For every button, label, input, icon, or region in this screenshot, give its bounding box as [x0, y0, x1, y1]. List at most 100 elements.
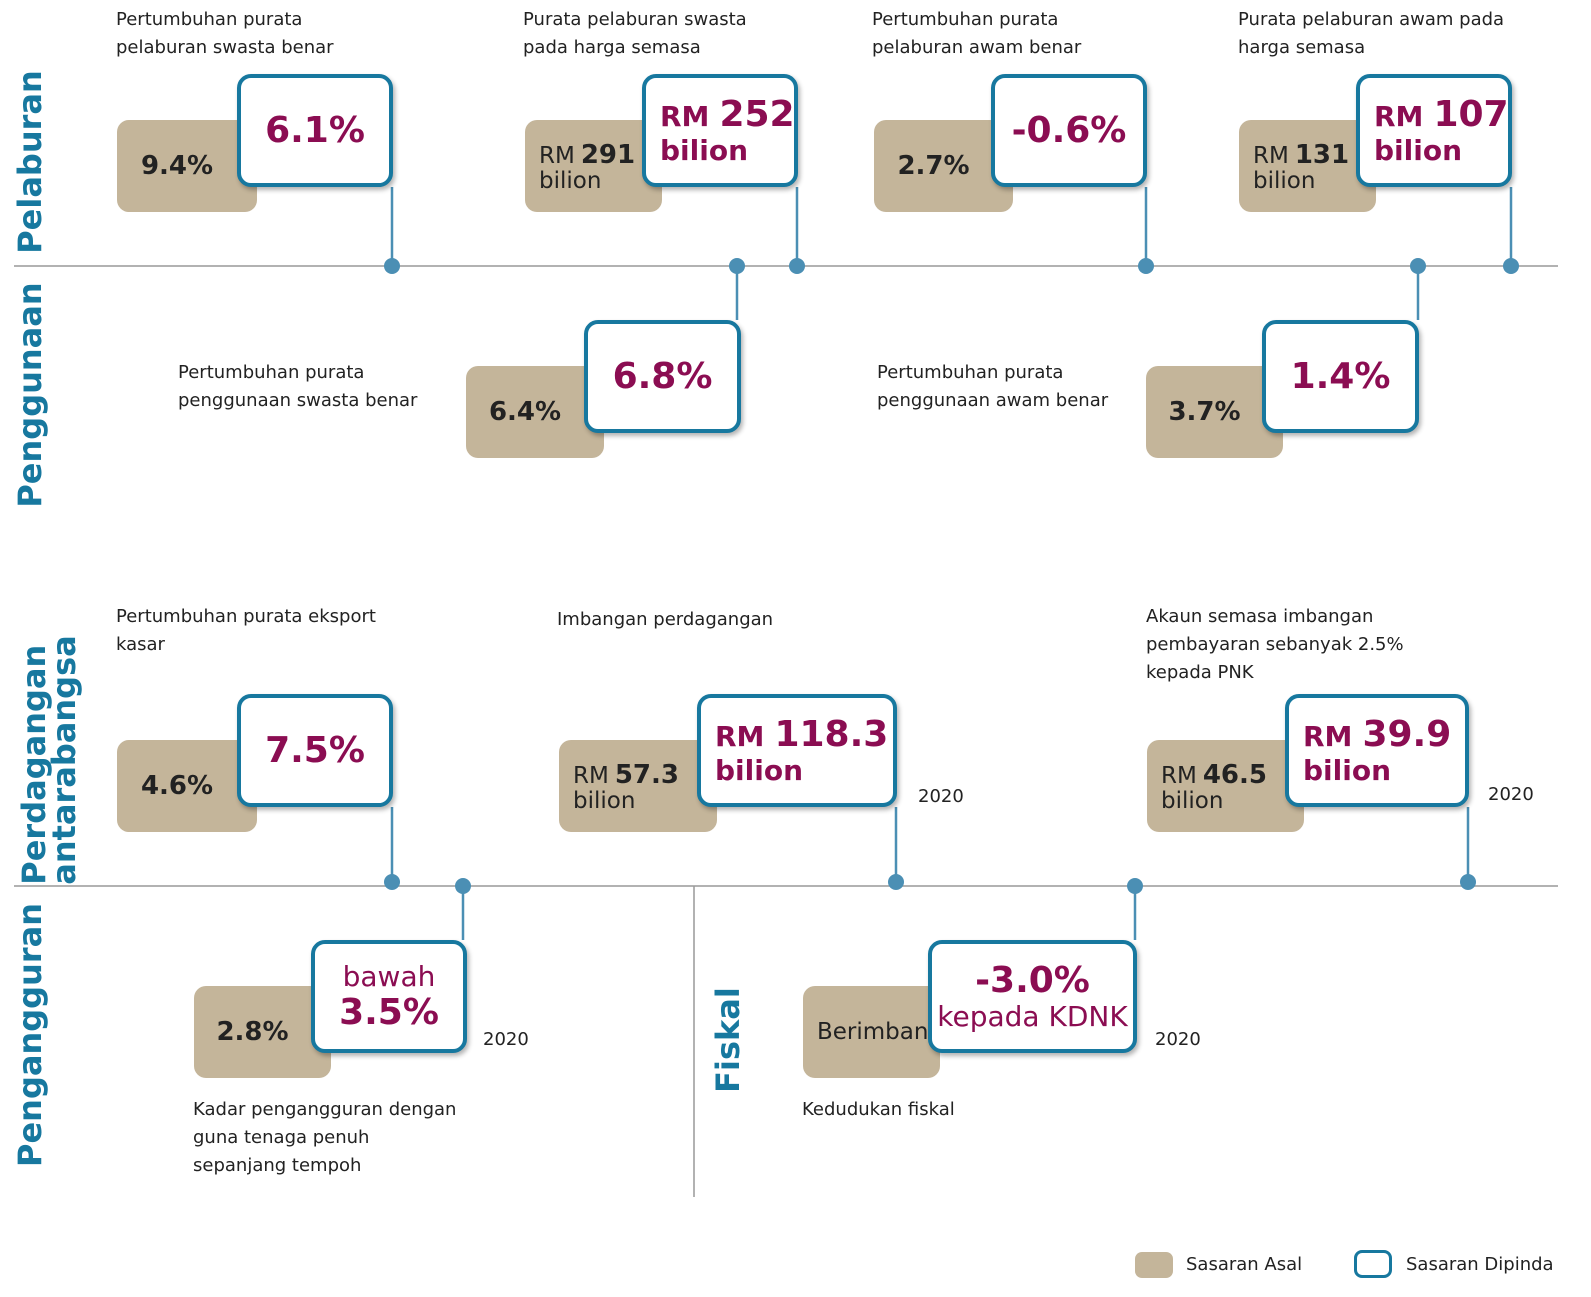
revised-value: 3.5%: [339, 991, 439, 1033]
original-value: 9.4%: [140, 151, 214, 181]
revised-target: 6.8%: [584, 320, 741, 433]
connector-dot: [384, 874, 400, 890]
caption-line: Pertumbuhan purata eksport: [116, 606, 376, 627]
original-value: 46.5: [1202, 760, 1267, 790]
caption-line: Purata pelaburan swasta: [523, 9, 747, 30]
revised-line: RM 39.9: [1303, 713, 1452, 755]
revised-value: 39.9: [1362, 713, 1452, 755]
original-line: 3.7%: [1168, 397, 1240, 427]
original-suffix: bilion: [1253, 168, 1316, 194]
connector-dot: [888, 874, 904, 890]
original-value: 2.7%: [897, 151, 970, 181]
revised-line: 1.4%: [1291, 356, 1391, 397]
original-line: RM 131: [1253, 140, 1376, 170]
original-line: RM 46.5: [1161, 760, 1304, 790]
caption: Pertumbuhan purata eksport kasar: [116, 603, 376, 659]
section-label: Perdagangan antarabangsa: [15, 635, 83, 884]
revised-value: -3.0%: [975, 959, 1090, 1001]
revised-value: 6.1%: [265, 109, 365, 151]
legend-swatch: [1135, 1252, 1173, 1278]
revised-line: 6.1%: [265, 109, 365, 151]
caption: Imbangan perdagangan: [557, 606, 773, 634]
caption-line: Pertumbuhan purata: [116, 9, 303, 30]
section-label-line: Pelaburan: [11, 70, 49, 254]
revised-suffix: bilion: [715, 753, 804, 787]
revised-target: 7.5%: [237, 694, 393, 807]
original-prefix: RM: [1253, 143, 1289, 169]
caption-line: Pertumbuhan purata: [178, 362, 365, 383]
caption-line: kepada PNK: [1146, 662, 1254, 683]
revised-prefix: RM: [1303, 719, 1353, 753]
caption-line: pelaburan swasta benar: [116, 37, 334, 58]
caption: Pertumbuhan purata penggunaan awam benar: [877, 359, 1108, 415]
connector-dot: [384, 258, 400, 274]
connector-dot: [455, 878, 471, 894]
original-line: RM 291: [539, 140, 662, 170]
revised-value: -0.6%: [1011, 109, 1127, 151]
caption-line: Pertumbuhan purata: [877, 362, 1064, 383]
caption: Pertumbuhan purata pelaburan swasta benar: [116, 6, 334, 62]
connector-dot: [1503, 258, 1519, 274]
original-prefix: RM: [539, 143, 575, 169]
section-label: Fiskal: [709, 987, 747, 1093]
revised-line: RM 118.3: [715, 714, 888, 755]
year: 2020: [1155, 1029, 1201, 1050]
original-target: 4.6%: [117, 740, 257, 832]
original-line: 2.7%: [897, 151, 969, 181]
caption: Pertumbuhan purata pelaburan awam benar: [872, 6, 1081, 62]
caption-line: harga semasa: [1238, 37, 1366, 58]
original-value: 57.3: [614, 760, 679, 790]
caption: Pertumbuhan purata penggunaan swasta bena…: [178, 359, 417, 415]
caption: Purata pelaburan awam pada harga semasa: [1238, 6, 1504, 62]
original-text: Berimbang: [817, 1019, 944, 1045]
revised-target: RM 107 bilion: [1356, 74, 1512, 187]
revised-target: RM 39.9 bilion: [1285, 694, 1469, 807]
caption: Kadar pengangguran dengan guna tenaga pen…: [193, 1096, 456, 1180]
original-target: Berimbang: [803, 986, 944, 1078]
caption-line: kasar: [116, 634, 165, 655]
original-value: 131: [1294, 140, 1350, 170]
revised-value: 252: [719, 93, 795, 135]
revised-line: RM 107: [1374, 93, 1509, 135]
revised-target: -0.6%: [991, 74, 1147, 187]
original-suffix: bilion: [573, 788, 636, 814]
connector-dot: [729, 258, 745, 274]
revised-value: 6.8%: [612, 355, 713, 397]
original-prefix: RM: [573, 763, 609, 789]
section-label: Penggunaan: [11, 282, 49, 508]
caption-line: Akaun semasa imbangan: [1146, 606, 1374, 627]
caption-line: sepanjang tempoh: [193, 1155, 362, 1176]
original-value: 2.8%: [216, 1017, 289, 1047]
revised-line: 7.5%: [265, 729, 365, 771]
original-line: 9.4%: [141, 151, 213, 181]
original-line: 6.4%: [489, 397, 561, 427]
year: 2020: [483, 1029, 529, 1050]
section-label: Pengangguran: [11, 903, 49, 1167]
caption: Purata pelaburan swasta pada harga semasa: [523, 6, 747, 62]
revised-line: -0.6%: [1011, 109, 1127, 151]
section-label-line: Penggunaan: [11, 282, 49, 508]
original-target: 2.8%: [194, 986, 331, 1078]
original-line: RM 57.3: [573, 760, 717, 790]
revised-target: RM 118.3 bilion: [697, 694, 897, 807]
revised-prefix: RM: [1374, 99, 1424, 133]
revised-value: 107: [1433, 93, 1509, 135]
original-value: 6.4%: [488, 397, 562, 427]
original-target: 2.7%: [874, 120, 1013, 212]
revised-target: RM 252 bilion: [642, 74, 798, 187]
original-target: RM 291 bilion: [525, 120, 662, 212]
section-label-line: Pengangguran: [11, 903, 49, 1167]
revised-line: -3.0%: [975, 959, 1090, 1001]
revised-prefix: RM: [660, 99, 710, 133]
original-target: 6.4%: [466, 366, 604, 458]
caption-line: guna tenaga penuh: [193, 1127, 370, 1148]
revised-value: 7.5%: [265, 729, 365, 771]
revised-target: 1.4%: [1262, 320, 1419, 433]
caption-line: pembayaran sebanyak 2.5%: [1146, 634, 1404, 655]
connector-dot: [1460, 874, 1476, 890]
caption-line: Purata pelaburan awam pada: [1238, 9, 1505, 30]
caption: Kedudukan fiskal: [802, 1096, 955, 1124]
original-target: RM 131 bilion: [1239, 120, 1376, 212]
caption-line: penggunaan awam benar: [877, 390, 1109, 411]
